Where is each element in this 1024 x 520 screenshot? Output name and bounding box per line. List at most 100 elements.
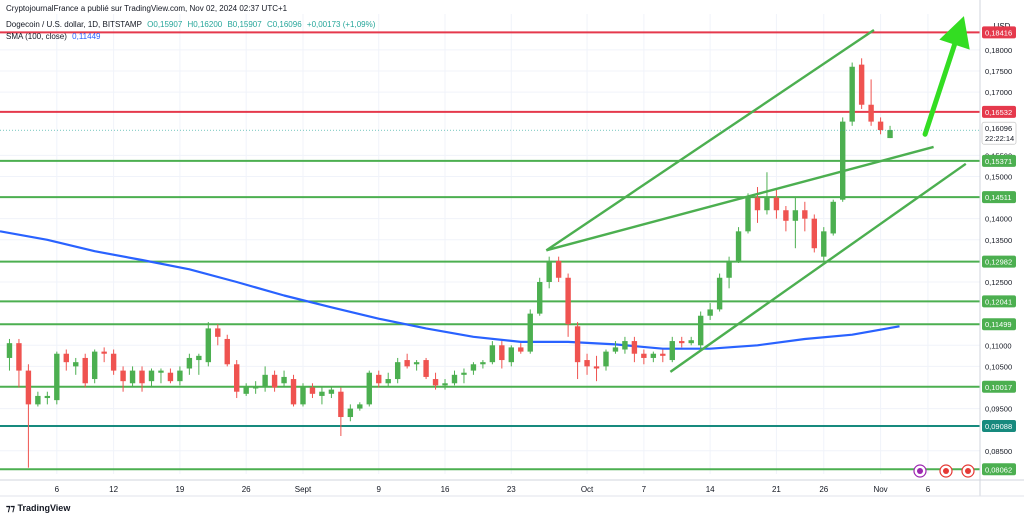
price-tick-label: 0,08500: [985, 447, 1012, 456]
candle: [527, 309, 533, 354]
candle: [745, 193, 751, 234]
candle-body: [110, 353, 117, 371]
sma-value: 0,11449: [72, 32, 101, 41]
candle: [148, 368, 155, 388]
price-axis[interactable]: USD0,180000,175000,170000,155000,150000,…: [0, 0, 1024, 496]
candle: [858, 58, 865, 109]
candle: [234, 360, 240, 399]
arrow-shaft: [922, 42, 958, 137]
candle-body: [158, 370, 164, 373]
candle-body: [830, 201, 836, 234]
sma-line: [0, 230, 900, 350]
candle-body: [735, 231, 742, 261]
candle-body: [688, 340, 694, 344]
candle-body: [527, 313, 533, 352]
candle: [252, 381, 259, 394]
level-price-label: 0,09088: [985, 422, 1012, 431]
candle-body: [224, 338, 230, 365]
candle-body: [35, 395, 41, 405]
candle: [196, 353, 202, 375]
candle: [35, 391, 41, 407]
candle: [830, 199, 836, 236]
candle: [101, 347, 107, 363]
candle: [868, 79, 874, 126]
current-price-label: 0,16096: [985, 124, 1012, 133]
candle: [413, 360, 420, 371]
candle-body: [546, 260, 552, 282]
time-tick-label: 21: [772, 485, 781, 494]
trend-line: [669, 162, 967, 373]
candle: [167, 368, 174, 384]
candle-body: [451, 374, 458, 384]
arrow-head: [939, 16, 970, 50]
candle-body: [215, 328, 221, 337]
candle-body: [792, 210, 799, 221]
candle: [366, 370, 372, 407]
candle: [783, 206, 789, 232]
candle: [357, 402, 363, 411]
candle-body: [849, 66, 855, 122]
candle: [697, 311, 704, 350]
candle-body: [394, 362, 401, 380]
candle: [877, 117, 884, 135]
candle: [16, 338, 22, 388]
bar-countdown: 22:22:14: [985, 134, 1014, 143]
sma-label: SMA (100, close): [6, 32, 67, 41]
candle: [470, 362, 477, 375]
candle-body: [840, 121, 846, 200]
candle-body: [821, 231, 827, 257]
low-value: B0,15907: [227, 20, 262, 29]
tradingview-logo-icon: ⁊⁊: [6, 503, 15, 513]
close-value: C0,16096: [266, 20, 302, 29]
candle: [480, 360, 486, 369]
candle-body: [802, 210, 808, 219]
tradingview-logo: ⁊⁊ TradingView: [6, 503, 70, 514]
event-icon-dot: [943, 468, 949, 474]
candle-body: [54, 353, 60, 401]
price-tick-label: 0,13500: [985, 236, 1012, 245]
candle-body: [603, 351, 609, 367]
candle: [139, 366, 145, 392]
time-axis[interactable]: 6 12 19 26 Sept 9 16 23 Oct 7 14 21 26 Nov 6: [0, 479, 1024, 497]
candle: [641, 349, 647, 365]
candles: [6, 58, 893, 468]
trend-lines: [545, 29, 967, 373]
candle-body: [508, 347, 515, 363]
time-tick-label: 6: [926, 485, 931, 494]
level-price-tag: [982, 105, 1016, 118]
candle: [593, 355, 600, 382]
candle-body: [783, 210, 789, 221]
time-tick-label: 19: [175, 485, 184, 494]
candle-body: [357, 404, 363, 409]
candle: [622, 336, 628, 354]
candle: [546, 256, 552, 289]
candle-body: [82, 357, 88, 384]
candle: [215, 324, 221, 346]
time-tick-label: Oct: [581, 485, 594, 494]
candle: [309, 383, 316, 399]
candle: [849, 62, 855, 126]
candle-body: [697, 315, 704, 346]
time-tick-label: 26: [242, 485, 251, 494]
candle-body: [63, 353, 69, 363]
symbol-name: Dogecoin / U.S. dollar, 1D, BITSTAMP: [6, 20, 142, 29]
price-tick-label: 0,18000: [985, 46, 1012, 55]
candle-body: [366, 372, 372, 405]
axis-background: [980, 0, 1024, 496]
candle-body: [650, 353, 657, 358]
candle-body: [404, 360, 410, 367]
price-tick-label: 0,12500: [985, 278, 1012, 287]
sma-legend[interactable]: SMA (100, close) 0,11449: [6, 32, 103, 41]
candle: [82, 353, 88, 388]
candle: [518, 343, 524, 354]
candle: [442, 379, 448, 390]
candle-body: [25, 370, 32, 405]
candle: [328, 387, 335, 399]
level-price-label: 0,16532: [985, 108, 1012, 117]
candle-body: [669, 341, 675, 361]
symbol-legend[interactable]: Dogecoin / U.S. dollar, 1D, BITSTAMP O0,…: [6, 20, 378, 29]
level-price-tag: [982, 419, 1016, 432]
candle: [612, 341, 619, 354]
candle: [177, 366, 183, 386]
